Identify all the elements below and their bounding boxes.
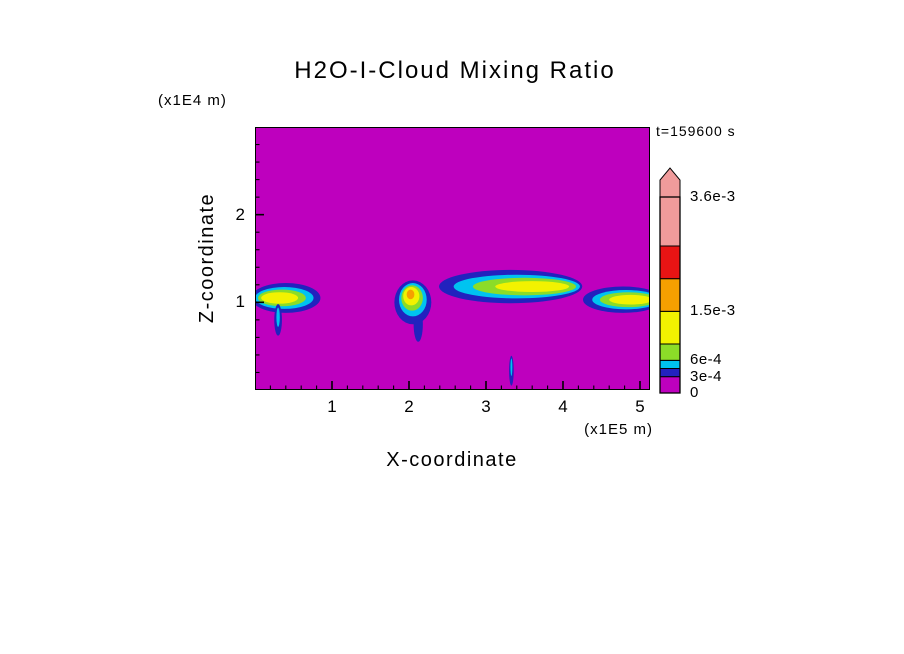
x-axis-label: X-coordinate [386, 449, 518, 471]
right-band-cloud-layer [609, 294, 650, 305]
mid-band-cloud-layer [495, 281, 570, 292]
colorbar [659, 167, 681, 394]
x-tick-label: 3 [481, 397, 491, 416]
colorbar-label: 0 [690, 384, 699, 401]
z-tick-label: 1 [235, 292, 245, 312]
colorbar-outline [659, 196, 681, 394]
colorbar-segment [659, 368, 681, 378]
z-axis-label: Z-coordinate [196, 192, 218, 324]
x-tick-label: 1 [327, 397, 337, 416]
colorbar-overflow-arrow [659, 167, 681, 198]
colorbar-segment [659, 245, 681, 280]
colorbar-label: 6e-4 [690, 351, 723, 369]
plot-area [255, 127, 650, 390]
chart-title: H2O-I-Cloud Mixing Ratio [294, 57, 616, 84]
x-axis-unit: (x1E5 m) [584, 421, 653, 438]
left-cloud-fallstreak-layer [276, 307, 280, 327]
x-tick-label: 4 [558, 397, 568, 416]
colorbar-segment [659, 278, 681, 312]
x-tick-label: 5 [635, 397, 645, 416]
colorbar-segment [659, 310, 681, 345]
z-tick-label: 2 [235, 204, 245, 224]
colorbar-segment [659, 359, 681, 369]
colorbar-segment [659, 196, 681, 247]
z-axis-unit: (x1E4 m) [158, 92, 227, 109]
left-cloud-layer [261, 292, 299, 304]
time-label: t=159600 s [656, 123, 736, 139]
central-cloud-layer [406, 289, 415, 300]
colorbar-segment [659, 376, 681, 394]
cloud-features [255, 269, 650, 386]
colorbar-label: 3.6e-3 [690, 188, 736, 205]
plot-background [255, 127, 650, 390]
x-tick-label: 2 [404, 397, 414, 416]
colorbar-segment [659, 343, 681, 361]
colorbar-label: 3e-4 [690, 367, 723, 385]
bottom-streak-layer [510, 358, 513, 376]
colorbar-label: 1.5e-3 [690, 302, 736, 320]
